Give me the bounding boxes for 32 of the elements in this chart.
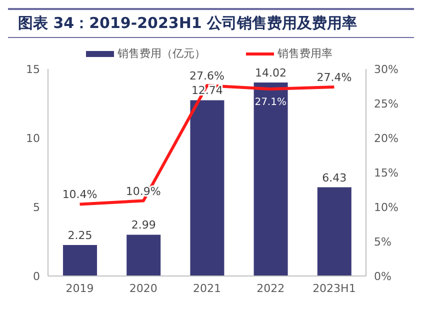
bar bbox=[63, 244, 97, 276]
x-tick-label: 2021 bbox=[193, 282, 221, 295]
legend-label: 销售费用（亿元） bbox=[116, 46, 206, 61]
y2-tick-label: 15% bbox=[374, 166, 398, 180]
data-label: 27.4% bbox=[316, 70, 352, 84]
x-tick-label: 2020 bbox=[129, 282, 158, 295]
x-tick-label: 2022 bbox=[256, 282, 285, 295]
y2-tick-label: 0% bbox=[374, 270, 392, 283]
data-label: 6.43 bbox=[322, 171, 347, 184]
data-label: 2.25 bbox=[68, 228, 92, 242]
chart-title: 图表 34：2019-2023H1 公司销售费用及费用率 bbox=[8, 8, 414, 38]
y2-tick-label: 30% bbox=[374, 62, 398, 76]
data-label: 27.1% bbox=[254, 97, 286, 108]
data-label: 27.6% bbox=[190, 70, 224, 83]
y-tick-label: 0 bbox=[33, 270, 40, 283]
y-tick-label: 10 bbox=[26, 132, 40, 145]
data-label: 2.99 bbox=[131, 218, 156, 232]
data-label: 14.02 bbox=[255, 66, 287, 80]
x-tick-label: 2023H1 bbox=[312, 282, 356, 295]
y2-tick-label: 5% bbox=[374, 235, 392, 248]
bar bbox=[190, 100, 224, 276]
data-label: 10.4% bbox=[62, 188, 98, 202]
y2-tick-label: 10% bbox=[374, 200, 398, 214]
y-tick-label: 15 bbox=[26, 62, 40, 76]
x-tick-label: 2019 bbox=[66, 282, 94, 295]
bar bbox=[254, 82, 288, 276]
y2-tick-label: 25% bbox=[374, 97, 398, 110]
y-tick-label: 5 bbox=[33, 200, 40, 214]
bar bbox=[317, 187, 352, 276]
y2-tick-label: 20% bbox=[374, 132, 398, 145]
bar bbox=[126, 234, 161, 276]
legend-label: 销售费用率 bbox=[276, 46, 332, 61]
